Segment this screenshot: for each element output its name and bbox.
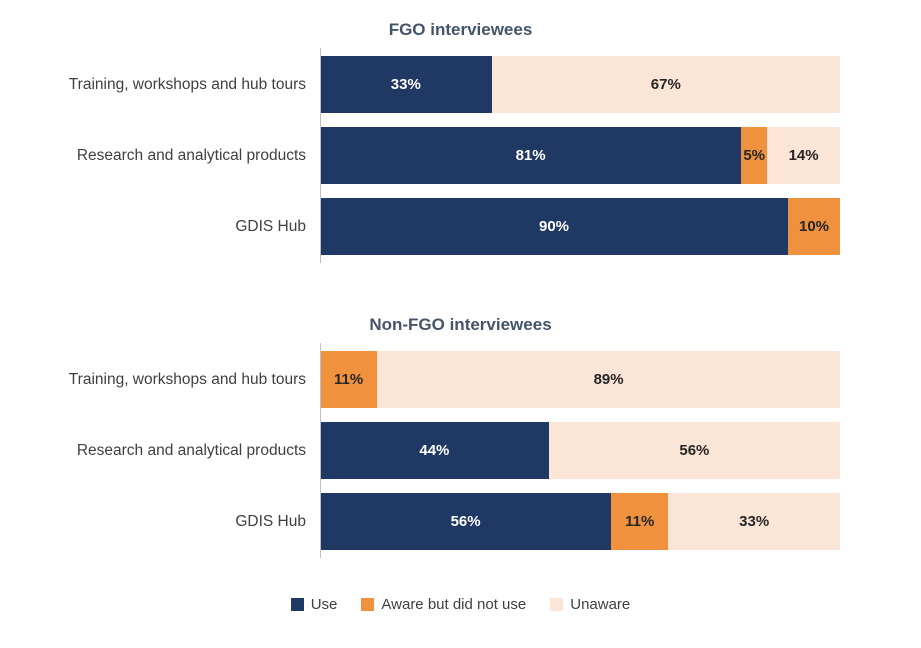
bar-segment-use: 56% — [320, 493, 612, 550]
bar-segment-aware-but-did-not-use: 11% — [611, 493, 669, 550]
value-label: 33% — [390, 76, 421, 93]
y-axis-line — [320, 48, 321, 263]
legend-swatch-use — [290, 598, 304, 611]
bar-segment-aware-but-did-not-use: 10% — [788, 198, 840, 255]
bar-row: GDIS Hub 90% 10% — [0, 198, 921, 255]
bar-row: Training, workshops and hub tours 33% 67% — [0, 56, 921, 113]
bar-segment-unaware: 89% — [377, 351, 840, 408]
category-label: Research and analytical products — [76, 146, 306, 164]
category-label: Training, workshops and hub tours — [68, 75, 306, 93]
stacked-bar: 33% 67% — [320, 56, 840, 113]
bar-segment-use: 44% — [320, 422, 549, 479]
bar-segment-unaware: 33% — [668, 493, 840, 550]
stacked-bar: 44% 56% — [320, 422, 840, 479]
value-label: 10% — [798, 218, 830, 235]
chart-title-non-fgo: Non-FGO interviewees — [369, 315, 552, 334]
category-label: GDIS Hub — [235, 512, 306, 530]
category-label: Research and analytical products — [76, 441, 306, 459]
bar-segment-unaware: 14% — [767, 127, 840, 184]
value-label: 11% — [625, 513, 655, 530]
bar-row: Research and analytical products 44% 56% — [0, 422, 921, 479]
value-label: 81% — [515, 147, 546, 164]
value-label: 44% — [419, 442, 450, 459]
value-label: 14% — [788, 147, 819, 164]
legend-item-aware-but-did-not-use: Aware but did not use — [361, 596, 526, 613]
value-label: 5% — [743, 147, 766, 164]
stacked-bar: 90% 10% — [320, 198, 840, 255]
stacked-bar: 11% 89% — [320, 351, 840, 408]
legend-item-unaware: Unaware — [550, 596, 630, 613]
legend-item-use: Use — [290, 596, 338, 613]
chart-fgo: Training, workshops and hub tours 33% 67% R… — [0, 48, 921, 263]
bar-segment-aware-but-did-not-use: 11% — [320, 351, 378, 408]
legend-label-use: Use — [310, 596, 338, 613]
value-label: 33% — [739, 513, 770, 530]
legend-label-unaware: Unaware — [570, 596, 631, 613]
legend-label-aware-but-did-not-use: Aware but did not use — [381, 596, 527, 613]
value-label: 67% — [650, 76, 681, 93]
legend-swatch-unaware — [550, 598, 564, 611]
stacked-bar: 56% 11% 33% — [320, 493, 840, 550]
value-label: 89% — [593, 371, 624, 388]
chart-non-fgo: Training, workshops and hub tours 11% 89% R… — [0, 343, 921, 558]
bar-row: GDIS Hub 56% 11% 33% — [0, 493, 921, 550]
category-label: GDIS Hub — [235, 217, 306, 235]
value-label: 56% — [679, 442, 710, 459]
bar-row: Research and analytical products 81% 5% 14% — [0, 127, 921, 184]
bar-segment-use: 81% — [320, 127, 742, 184]
chart-title-fgo: FGO interviewees — [388, 20, 533, 39]
y-axis-line — [320, 343, 321, 558]
bar-segment-aware-but-did-not-use: 5% — [741, 127, 768, 184]
legend-swatch-aware-but-did-not-use — [361, 598, 375, 611]
bar-segment-use: 33% — [320, 56, 492, 113]
bar-segment-unaware: 56% — [548, 422, 840, 479]
bar-segment-unaware: 67% — [491, 56, 840, 113]
value-label: 56% — [450, 513, 481, 530]
bar-row: Training, workshops and hub tours 11% 89% — [0, 351, 921, 408]
legend: Use Aware but did not use Unaware — [0, 596, 921, 613]
value-label: 11% — [333, 371, 364, 388]
value-label: 90% — [538, 218, 570, 235]
stacked-bar: 81% 5% 14% — [320, 127, 840, 184]
category-label: Training, workshops and hub tours — [68, 370, 306, 388]
bar-segment-use: 90% — [320, 198, 788, 255]
